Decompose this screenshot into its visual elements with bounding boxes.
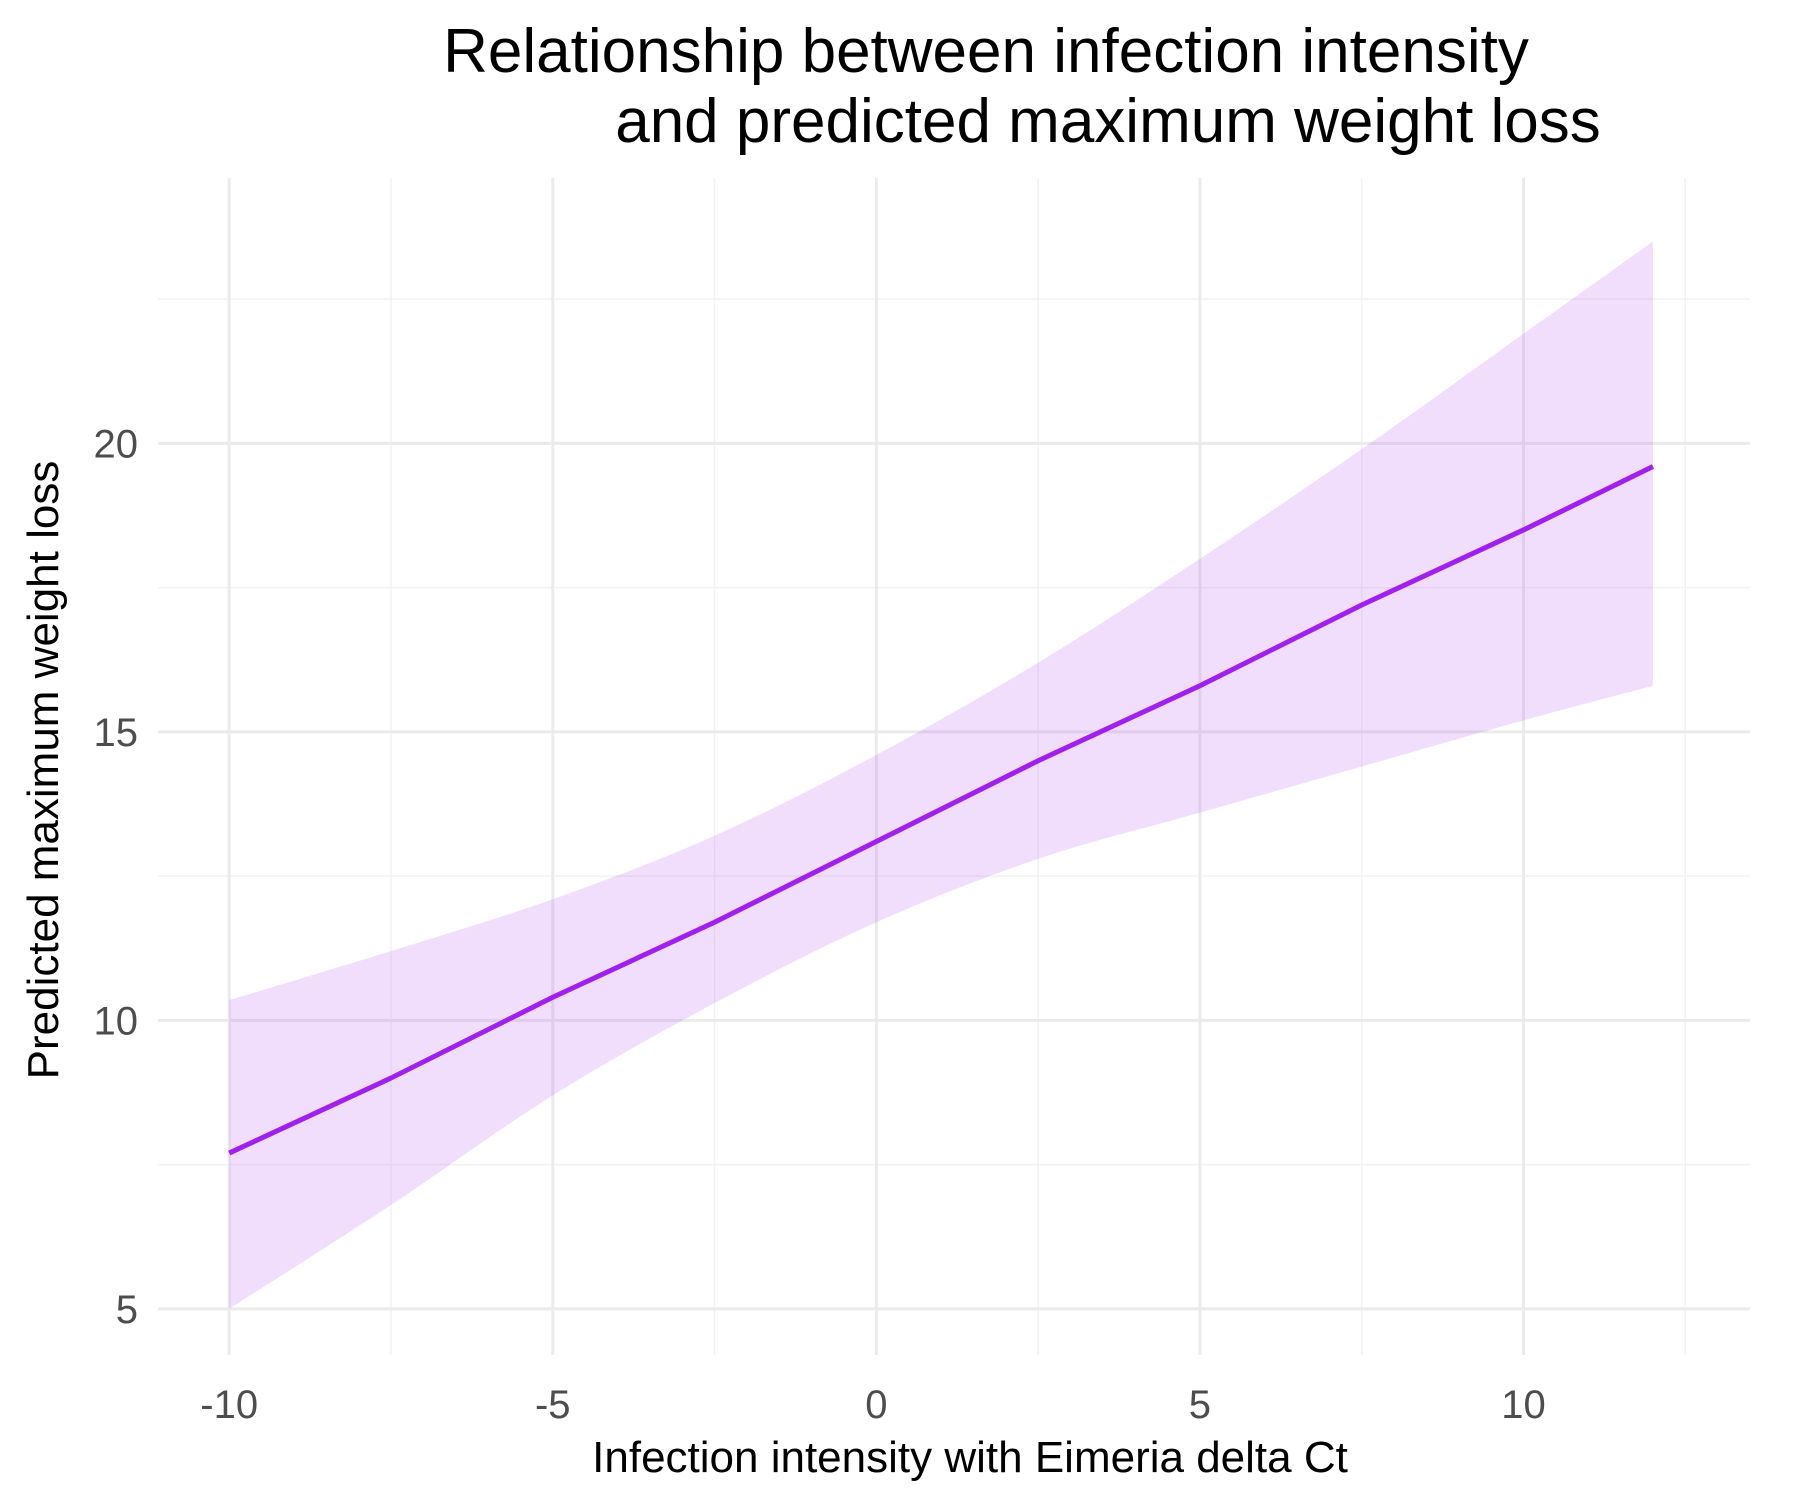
x-tick-label: -5: [535, 1383, 571, 1427]
x-tick-label: 0: [865, 1383, 887, 1427]
x-tick-label: 5: [1189, 1383, 1211, 1427]
minor-gridlines: [158, 178, 1750, 1355]
y-tick-label: 10: [94, 999, 139, 1043]
confidence-band: [229, 241, 1653, 1309]
y-tick-label: 20: [94, 422, 139, 466]
chart-title-line-2: and predicted maximum weight loss: [615, 87, 1601, 156]
regression-line: [228, 464, 1655, 1156]
y-tick-label: 5: [116, 1288, 138, 1332]
y-axis-tick-labels: 5 10 15 20: [94, 422, 139, 1331]
x-axis-tick-labels: -10 -5 0 5 10: [200, 1383, 1545, 1427]
y-axis-title: Predicted maximum weight loss: [19, 461, 68, 1080]
y-tick-label: 15: [94, 711, 139, 755]
x-tick-label: 10: [1501, 1383, 1546, 1427]
x-axis-title: Infection intensity with Eimeria delta C…: [592, 1433, 1348, 1482]
major-gridlines: [158, 178, 1750, 1355]
x-tick-label: -10: [200, 1383, 258, 1427]
chart-title-line-1: Relationship between infection intensity: [443, 17, 1529, 86]
